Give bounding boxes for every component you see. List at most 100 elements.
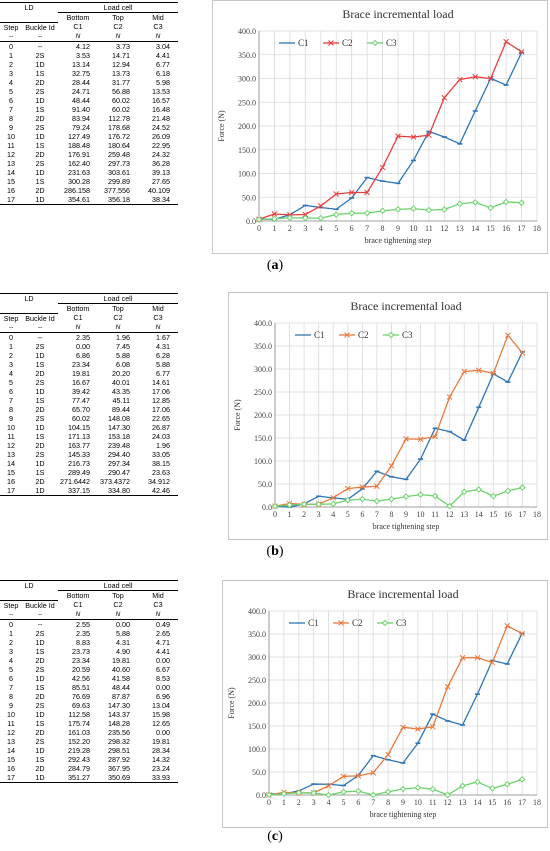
table-cell: 39.42 <box>72 386 90 396</box>
table-cell: 292.43 <box>68 754 90 764</box>
table-cell: 10 <box>7 422 15 432</box>
table-cell: 298.32 <box>108 736 130 746</box>
table-cell: 2 <box>9 637 13 647</box>
data-point <box>388 495 395 503</box>
data-point <box>446 502 453 510</box>
table-cell: 2.35 <box>76 628 90 638</box>
x-tick-label: 0 <box>257 224 261 233</box>
table-cell: 2S <box>35 449 45 459</box>
x-tick-label: 10 <box>414 798 422 807</box>
data-point <box>370 769 377 776</box>
table-cell: 104.15 <box>68 422 90 432</box>
table-cell: -- <box>37 332 43 342</box>
table-cell: 1 <box>9 341 13 351</box>
table-cell: 2D <box>35 77 45 87</box>
x-tick-label: 15 <box>489 510 497 519</box>
table-row: 5 2S 20.59 40.60 6.67 <box>0 665 178 674</box>
table-cell: 85.51 <box>72 682 90 692</box>
caption-letter: b <box>271 544 279 559</box>
table-cell: 354.61 <box>58 194 98 205</box>
table-row: 14 1D 231.63 303.61 39.13 <box>0 168 178 177</box>
table-cell: 8 <box>9 691 13 701</box>
legend-entry: C2 <box>352 618 363 628</box>
y-axis-label: Force (N) <box>217 110 226 142</box>
table-cell: 45.11 <box>112 395 130 405</box>
table-cell: 350.69 <box>98 772 138 783</box>
data-point <box>302 214 309 222</box>
table-row: 0 -- 4.12 3.73 3.04 <box>0 41 178 51</box>
table-cell: 145.33 <box>68 449 90 459</box>
series-c3 <box>265 776 526 799</box>
x-tick-label: 8 <box>381 224 385 233</box>
data-point <box>379 207 386 215</box>
chart-title: Brace incremental load <box>350 299 461 313</box>
table-row: 16 2D 284.79 367.95 23.24 <box>0 764 178 773</box>
table-cell: 7.45 <box>116 341 130 351</box>
table-cell: 1S <box>35 176 45 186</box>
data-point <box>325 791 332 799</box>
table-cell: 112.78 <box>108 113 130 123</box>
x-tick-label: 11 <box>425 224 433 233</box>
table-cell: 5.98 <box>156 77 170 87</box>
x-tick-label: 2 <box>297 798 301 807</box>
data-point <box>505 332 511 339</box>
data-point <box>472 73 479 80</box>
table-cell: 87.87 <box>112 691 130 701</box>
table-cell: 33.05 <box>152 449 170 459</box>
table-cell: 2S <box>35 86 45 96</box>
table-cell: 2D <box>35 368 45 378</box>
data-point <box>286 501 293 509</box>
caption-close-paren: ) <box>278 258 284 273</box>
x-tick-label: 5 <box>334 224 338 233</box>
table-cell: 79.24 <box>72 122 90 132</box>
table-cell: 83.94 <box>72 113 90 123</box>
data-point <box>518 48 525 55</box>
table-cell: 19.81 <box>112 655 130 665</box>
legend-entry: C3 <box>396 618 407 628</box>
table-cell: -- <box>37 41 43 51</box>
table-cell: 2S <box>35 664 45 674</box>
table-cell: 1D <box>22 485 58 496</box>
table-cell: 0.00 <box>156 727 170 737</box>
table-cell: 147.30 <box>108 700 130 710</box>
data-point <box>310 789 317 797</box>
table-unit: N <box>138 609 178 620</box>
data-point <box>459 654 466 661</box>
x-tick-label: 1 <box>272 224 276 233</box>
table-row: 5 2S 16.67 40.01 14.61 <box>0 378 178 387</box>
table-cell: 8 <box>9 113 13 123</box>
table-cell: 13.73 <box>112 68 130 78</box>
table-cell: 4 <box>9 655 13 665</box>
series-c2 <box>256 38 525 223</box>
data-point <box>300 500 308 508</box>
table-cell: 11 <box>7 431 15 441</box>
data-point <box>425 206 433 214</box>
table-cell: 14.71 <box>112 50 130 60</box>
table-cell: 284.79 <box>68 763 90 773</box>
table-cell: 2S <box>35 158 45 168</box>
data-point <box>410 134 417 140</box>
y-axis-label: Force (N) <box>233 399 242 431</box>
table-cell: 162.40 <box>68 158 90 168</box>
table-cell: 161.03 <box>68 727 90 737</box>
data-point <box>429 785 437 793</box>
table-row: 17 1D 354.61 356.18 38.34 <box>0 194 178 205</box>
table-header-position <box>0 590 22 601</box>
table-cell: 15 <box>7 754 15 764</box>
table-cell: 42.46 <box>138 485 178 496</box>
table-cell: 24.03 <box>152 431 170 441</box>
table-header-position: Top <box>112 13 124 22</box>
data-point <box>417 436 424 443</box>
table-unit: N <box>98 31 138 42</box>
table-cell: 1 <box>9 50 13 60</box>
y-tick-label: 100.0 <box>238 170 256 179</box>
legend: C1 C2 C3 <box>289 618 407 628</box>
table-cell: 351.27 <box>58 772 98 783</box>
x-tick-label: 0 <box>273 510 277 519</box>
data-point <box>402 493 410 500</box>
table-row: 3 1S 23.73 4.90 4.41 <box>0 647 178 656</box>
data-point <box>474 654 481 661</box>
table-cell: 231.63 <box>68 167 90 177</box>
table-cell: 1D <box>35 422 45 432</box>
caption-letter: c <box>271 829 279 844</box>
